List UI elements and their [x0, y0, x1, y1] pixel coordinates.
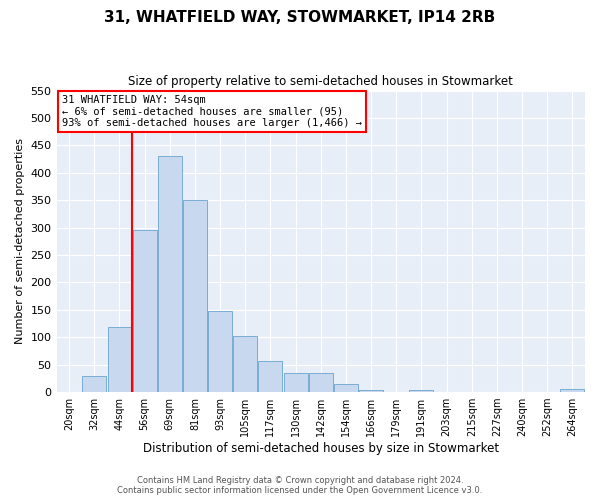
Bar	[560, 390, 584, 392]
Text: Contains HM Land Registry data © Crown copyright and database right 2024.
Contai: Contains HM Land Registry data © Crown c…	[118, 476, 482, 495]
Bar	[359, 390, 383, 392]
X-axis label: Distribution of semi-detached houses by size in Stowmarket: Distribution of semi-detached houses by …	[143, 442, 499, 455]
Bar	[133, 230, 157, 392]
Bar	[208, 311, 232, 392]
Y-axis label: Number of semi-detached properties: Number of semi-detached properties	[15, 138, 25, 344]
Bar	[309, 373, 333, 392]
Bar	[334, 384, 358, 392]
Title: Size of property relative to semi-detached houses in Stowmarket: Size of property relative to semi-detach…	[128, 75, 513, 88]
Bar	[259, 361, 283, 392]
Bar	[158, 156, 182, 392]
Bar	[409, 390, 433, 392]
Text: 31 WHATFIELD WAY: 54sqm
← 6% of semi-detached houses are smaller (95)
93% of sem: 31 WHATFIELD WAY: 54sqm ← 6% of semi-det…	[62, 95, 362, 128]
Bar	[284, 373, 308, 392]
Bar	[82, 376, 106, 392]
Bar	[183, 200, 207, 392]
Bar	[107, 328, 131, 392]
Text: 31, WHATFIELD WAY, STOWMARKET, IP14 2RB: 31, WHATFIELD WAY, STOWMARKET, IP14 2RB	[104, 10, 496, 25]
Bar	[233, 336, 257, 392]
